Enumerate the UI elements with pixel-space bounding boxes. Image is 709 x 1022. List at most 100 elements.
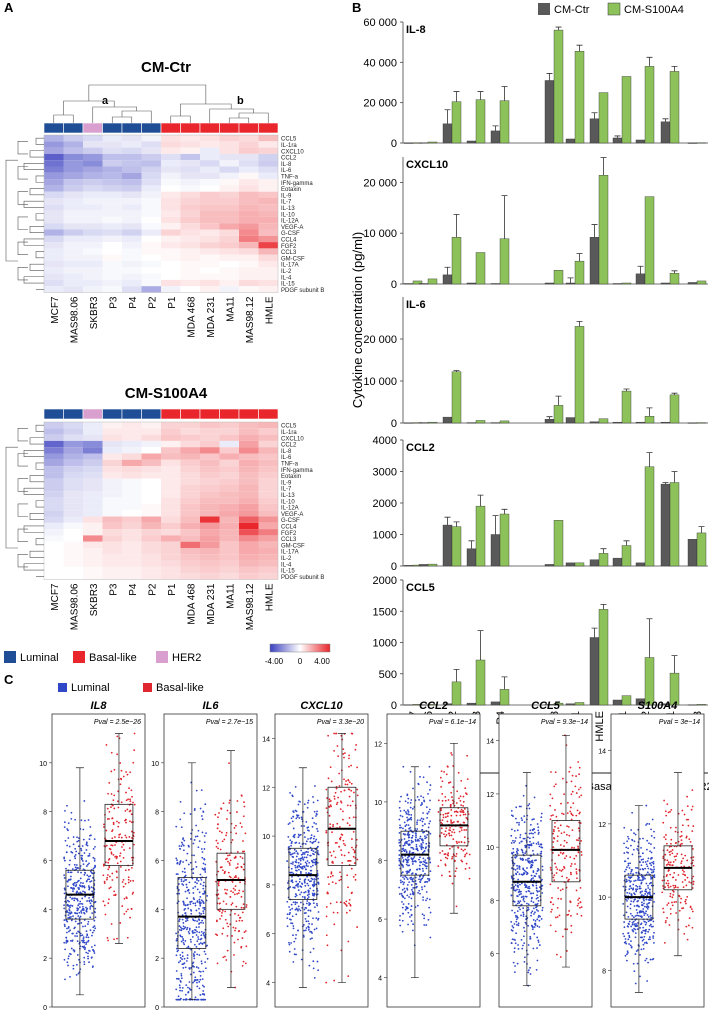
sample-point xyxy=(450,819,452,822)
box-y-tick-label: 8 xyxy=(378,859,382,866)
basal-points xyxy=(102,732,136,942)
sample-point xyxy=(554,930,557,933)
heatmap-cell xyxy=(44,466,64,473)
sample-point xyxy=(234,912,236,915)
sample-point xyxy=(642,878,645,881)
bar-ctr xyxy=(442,123,453,144)
sample-point xyxy=(649,914,652,917)
sample-point xyxy=(437,799,440,802)
sample-point xyxy=(180,841,183,844)
sample-point xyxy=(510,894,513,897)
sample-point xyxy=(76,912,79,915)
sample-point xyxy=(411,807,414,810)
heatmap-cell xyxy=(83,560,103,567)
sample-point xyxy=(303,929,305,932)
bar-s100a4 xyxy=(598,553,609,567)
row-dendrogram xyxy=(5,137,44,290)
sample-point xyxy=(419,880,421,883)
sample-point xyxy=(409,826,412,829)
heatmap-cell xyxy=(200,166,220,173)
sample-point xyxy=(180,977,183,980)
sample-point xyxy=(570,793,573,796)
sample-point xyxy=(529,966,531,969)
sample-point xyxy=(450,752,453,754)
sample-point xyxy=(331,831,333,834)
sample-point xyxy=(541,846,544,849)
sample-point xyxy=(409,868,412,871)
sample-point xyxy=(228,864,231,866)
sample-point xyxy=(312,840,315,843)
sample-point xyxy=(521,819,524,822)
sample-point xyxy=(399,814,402,817)
sample-point xyxy=(405,842,408,845)
sample-point xyxy=(356,926,359,928)
sample-point xyxy=(537,910,539,912)
sample-point xyxy=(408,850,411,853)
heatmap-cell xyxy=(239,160,259,167)
sample-point xyxy=(535,889,538,892)
sample-point xyxy=(398,893,401,895)
sample-point xyxy=(193,839,196,841)
sample-point xyxy=(75,898,78,900)
heatmap-cell xyxy=(161,279,181,287)
sample-point xyxy=(93,952,96,954)
sample-point xyxy=(198,922,201,925)
error-bar-s100a4 xyxy=(646,407,653,417)
sample-point xyxy=(551,908,553,911)
sample-point xyxy=(292,961,295,963)
heatmap-cell xyxy=(161,273,181,280)
sample-point xyxy=(554,809,556,811)
sample-point xyxy=(407,810,410,813)
sample-point xyxy=(464,867,467,870)
sample-point xyxy=(563,831,566,834)
sample-point xyxy=(410,799,413,801)
heatmap-cell xyxy=(161,560,181,567)
sample-point xyxy=(401,871,404,874)
sample-point xyxy=(228,854,231,857)
sample-point xyxy=(527,944,530,946)
sample-point xyxy=(682,886,685,889)
heatmap-cell xyxy=(219,235,239,243)
bar-y-tick-label: 0 xyxy=(391,700,397,712)
sample-point xyxy=(516,962,519,965)
sample-point xyxy=(675,900,678,903)
sample-point xyxy=(348,788,351,791)
sample-point xyxy=(132,761,135,764)
heatmap-cell xyxy=(180,548,200,555)
sample-point xyxy=(526,902,528,905)
bar-s100a4 xyxy=(475,505,486,567)
cytokine-label: IFN-gamma xyxy=(281,181,313,187)
sample-point xyxy=(302,851,305,854)
sample-point xyxy=(186,886,188,889)
sample-point xyxy=(650,835,653,837)
sample-point xyxy=(217,882,220,885)
sample-point xyxy=(665,834,667,836)
sample-point xyxy=(514,965,516,967)
sample-point xyxy=(293,848,296,851)
sample-point xyxy=(203,906,206,909)
sample-point xyxy=(650,925,653,928)
sample-point xyxy=(647,857,650,860)
heatmap-cell xyxy=(258,242,278,249)
bar-subplot-title: IL-8 xyxy=(406,24,426,36)
sample-point xyxy=(332,823,335,826)
bar-s100a4 xyxy=(621,390,632,424)
heatmap-cell xyxy=(180,229,200,236)
sample-point xyxy=(626,880,628,883)
sample-point xyxy=(549,818,552,821)
sample-point xyxy=(419,856,421,859)
sample-point xyxy=(648,897,651,900)
sample-point xyxy=(182,937,185,940)
bar-subplot-title: CCL5 xyxy=(406,582,435,594)
sample-point xyxy=(441,850,444,852)
sample-point xyxy=(91,931,94,934)
sample-point xyxy=(680,897,683,900)
sample-point xyxy=(562,852,565,854)
sample-point xyxy=(126,936,129,939)
sample-point xyxy=(333,795,336,798)
sample-point xyxy=(642,938,645,941)
scale-mid-label: 0 xyxy=(298,657,303,666)
sample-point xyxy=(646,907,649,910)
sample-point xyxy=(196,877,198,880)
sample-point xyxy=(411,863,414,865)
